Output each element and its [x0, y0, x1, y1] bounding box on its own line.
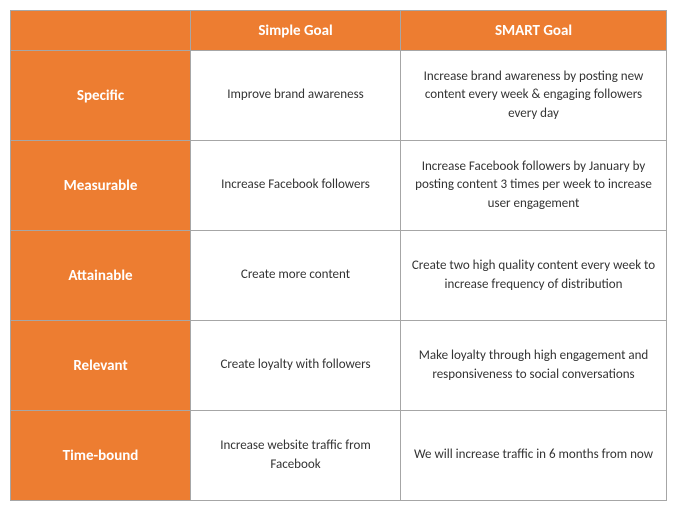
row-label-attainable: Attainable	[11, 231, 191, 321]
row-label-specific: Specific	[11, 51, 191, 141]
table-header-row: Simple Goal SMART Goal	[11, 11, 667, 51]
header-empty-cell	[11, 11, 191, 51]
table-row: Specific Improve brand awareness Increas…	[11, 51, 667, 141]
smart-goals-table: Simple Goal SMART Goal Specific Improve …	[10, 10, 667, 501]
header-smart-goal: SMART Goal	[401, 11, 667, 51]
header-simple-goal: Simple Goal	[191, 11, 401, 51]
cell-relevant-smart: Make loyalty through high engagement and…	[401, 321, 667, 411]
row-label-relevant: Relevant	[11, 321, 191, 411]
table-row: Time-bound Increase website traffic from…	[11, 411, 667, 501]
row-label-timebound: Time-bound	[11, 411, 191, 501]
cell-specific-smart: Increase brand awareness by posting new …	[401, 51, 667, 141]
cell-measurable-simple: Increase Facebook followers	[191, 141, 401, 231]
cell-measurable-smart: Increase Facebook followers by January b…	[401, 141, 667, 231]
cell-relevant-simple: Create loyalty with followers	[191, 321, 401, 411]
row-label-measurable: Measurable	[11, 141, 191, 231]
table-row: Measurable Increase Facebook followers I…	[11, 141, 667, 231]
table-row: Relevant Create loyalty with followers M…	[11, 321, 667, 411]
table-row: Attainable Create more content Create tw…	[11, 231, 667, 321]
cell-timebound-smart: We will increase traffic in 6 months fro…	[401, 411, 667, 501]
cell-specific-simple: Improve brand awareness	[191, 51, 401, 141]
cell-attainable-simple: Create more content	[191, 231, 401, 321]
cell-attainable-smart: Create two high quality content every we…	[401, 231, 667, 321]
cell-timebound-simple: Increase website traffic from Facebook	[191, 411, 401, 501]
